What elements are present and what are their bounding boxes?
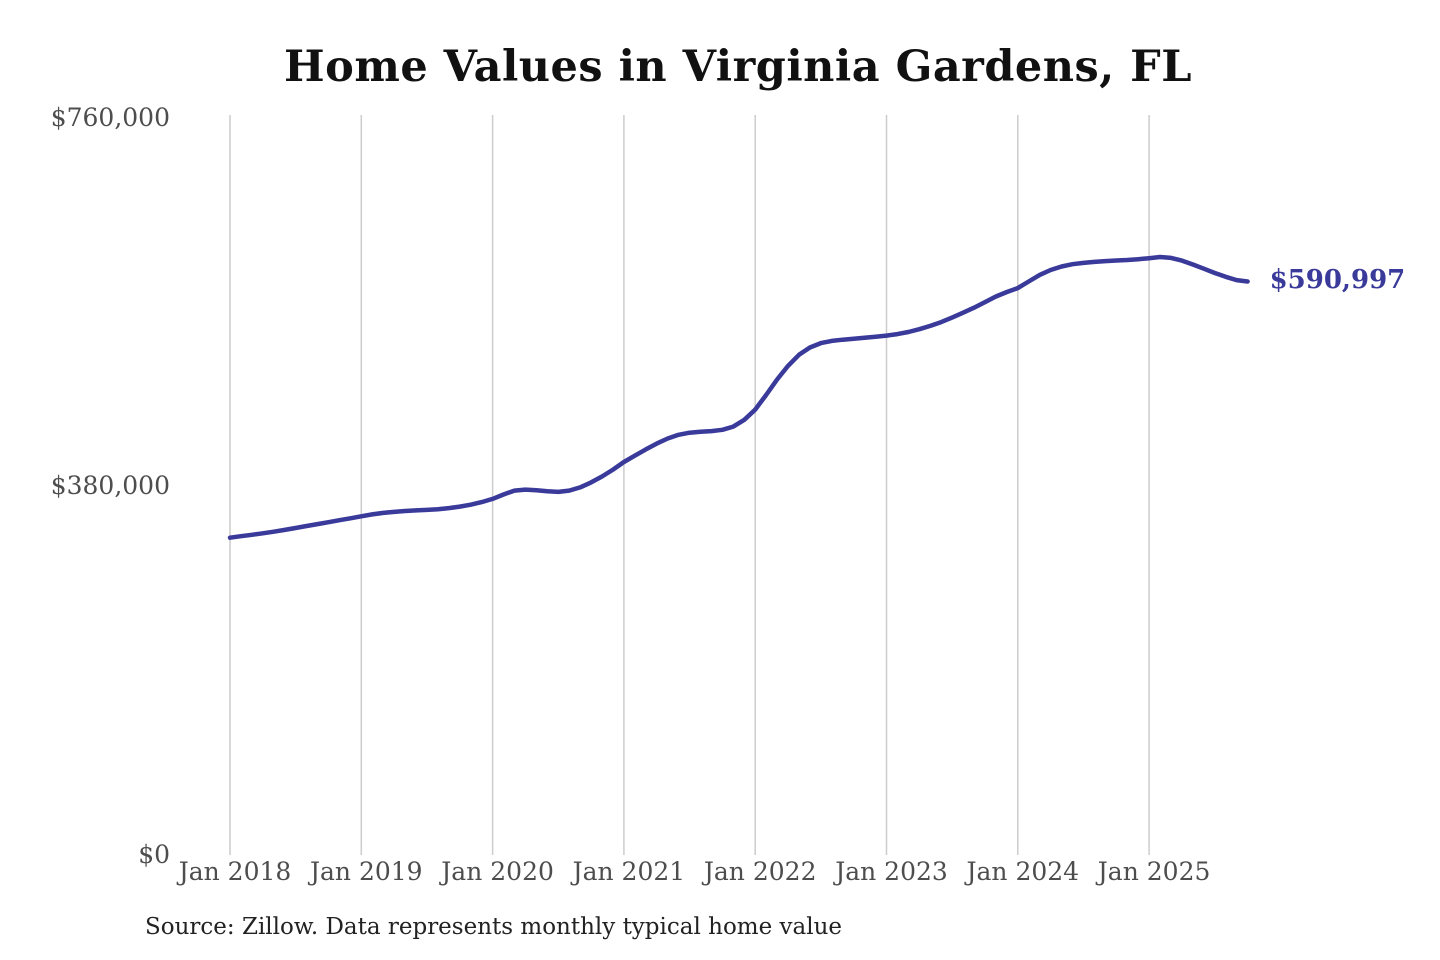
x-tick-label: Jan 2018 — [178, 857, 292, 886]
latest-value-label: $590,997 — [1269, 265, 1406, 296]
source-note: Source: Zillow. Data represents monthly … — [145, 914, 843, 940]
y-tick-label: $380,000 — [50, 471, 170, 501]
x-tick-label: Jan 2021 — [572, 857, 686, 886]
x-tick-label: Jan 2019 — [309, 857, 423, 886]
chart-title: Home Values in Virginia Gardens, FL — [284, 42, 1192, 92]
x-tick-label: Jan 2025 — [1097, 857, 1211, 886]
y-tick-label: $760,000 — [50, 102, 170, 132]
gridlines — [229, 115, 1150, 855]
x-tick-label: Jan 2023 — [835, 857, 948, 886]
y-tick-label: $0 — [138, 840, 170, 869]
x-tick-label: Jan 2022 — [703, 857, 817, 886]
home-value-line — [227, 254, 1250, 540]
x-tick-label: Jan 2024 — [966, 857, 1080, 886]
x-tick-label: Jan 2020 — [441, 857, 554, 886]
